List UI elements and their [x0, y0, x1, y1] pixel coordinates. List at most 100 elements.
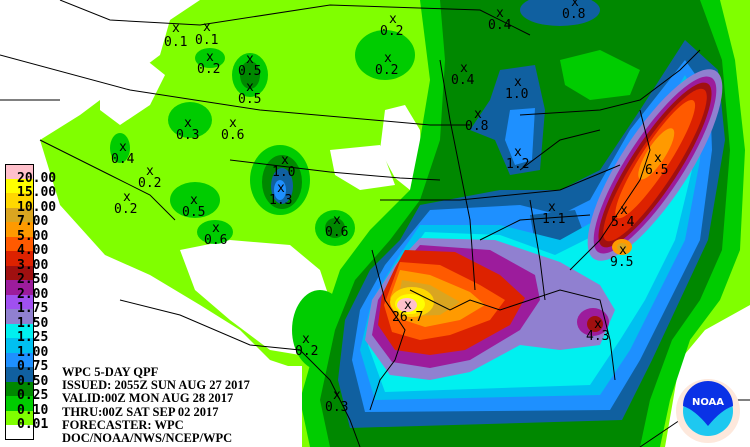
- point-max: x0.8: [465, 107, 488, 134]
- point-max: x0.5: [182, 193, 205, 220]
- svg-text:0.6: 0.6: [221, 128, 244, 143]
- svg-text:x: x: [333, 388, 341, 403]
- no-precip-area: [380, 105, 422, 190]
- legend-label: 7.00: [17, 214, 49, 229]
- legend-swatch: [5, 338, 34, 353]
- point-max: x0.5: [238, 80, 261, 107]
- point-max: x0.3: [325, 388, 348, 415]
- legend-label: 0.25: [17, 388, 49, 403]
- svg-text:x: x: [184, 116, 192, 131]
- legend-swatch: [5, 309, 34, 324]
- legend-swatch: [5, 265, 34, 281]
- legend-label: 1.25: [17, 330, 49, 345]
- point-max: x0.5: [238, 52, 261, 79]
- point-max: x0.2: [375, 51, 398, 78]
- product-info: WPC 5-DAY QPF ISSUED: 2055Z SUN AUG 27 2…: [62, 365, 302, 447]
- forecaster: FORECASTER: WPC: [62, 417, 184, 432]
- point-maxima: x0.1 x0.1 x0.2 x0.5 x0.5 x0.3 x0.6 x0.4 …: [111, 0, 668, 415]
- svg-text:1.0: 1.0: [505, 87, 528, 102]
- thru-time: THRU:00Z SAT SEP 02 2017: [62, 404, 219, 419]
- svg-text:0.6: 0.6: [204, 233, 227, 248]
- product-title: WPC 5-DAY QPF: [62, 365, 159, 379]
- valid-time: VALID:00Z MON AUG 28 2017: [62, 391, 234, 406]
- legend-label: 1.75: [17, 301, 49, 316]
- legend-swatch: [5, 207, 34, 223]
- svg-text:x: x: [514, 145, 522, 160]
- svg-text:x: x: [571, 0, 579, 10]
- svg-text:x: x: [496, 6, 504, 21]
- svg-text:x: x: [246, 80, 254, 95]
- legend-swatch: [5, 352, 34, 368]
- point-max: x0.1: [195, 20, 218, 48]
- point-max: x0.2: [380, 12, 403, 39]
- legend-swatch: [5, 178, 34, 194]
- svg-text:0.6: 0.6: [325, 225, 348, 240]
- legend-swatch: [5, 381, 34, 397]
- no-precip-area: [330, 145, 395, 190]
- legend-label: 4.00: [17, 243, 49, 258]
- legend-swatch: [5, 425, 34, 440]
- carolina-band: [587, 69, 723, 261]
- svg-text:1.2: 1.2: [506, 157, 529, 172]
- legend-swatch: [5, 323, 34, 339]
- legend-label: 1.50: [17, 315, 49, 331]
- svg-text:x: x: [302, 332, 310, 347]
- svg-text:x: x: [384, 51, 392, 66]
- legend-swatch: [5, 294, 34, 310]
- legend-label: 0.01: [17, 417, 49, 432]
- point-max: x0.2: [295, 332, 318, 359]
- svg-text:0.2: 0.2: [138, 176, 161, 191]
- precip-0.75-north: [505, 108, 535, 165]
- svg-text:x: x: [460, 61, 468, 76]
- point-max: x0.6: [204, 221, 227, 248]
- point-max: x0.2: [114, 190, 137, 217]
- legend-label: 1.00: [17, 344, 49, 360]
- svg-text:5.4: 5.4: [611, 215, 635, 230]
- point-max: x0.4: [488, 6, 512, 33]
- point-max: x26.7: [392, 298, 423, 325]
- svg-text:0.3: 0.3: [176, 128, 199, 143]
- legend-swatch: [5, 222, 34, 237]
- svg-text:4.3: 4.3: [586, 329, 609, 344]
- point-max: x0.3: [176, 116, 199, 143]
- svg-text:0.4: 0.4: [488, 18, 512, 33]
- noaa-logo-text: NOAA: [692, 397, 724, 408]
- legend-swatch: [5, 193, 34, 208]
- svg-text:0.3: 0.3: [325, 400, 348, 415]
- svg-text:x: x: [123, 190, 131, 205]
- legend-swatch: [5, 280, 34, 295]
- svg-text:0.1: 0.1: [164, 35, 187, 50]
- svg-text:0.5: 0.5: [238, 64, 261, 79]
- svg-text:0.4: 0.4: [111, 152, 135, 167]
- point-max: x1.3: [269, 181, 292, 208]
- svg-text:x: x: [119, 140, 127, 155]
- svg-text:0.8: 0.8: [465, 119, 488, 134]
- svg-text:26.7: 26.7: [392, 310, 423, 325]
- svg-text:x: x: [229, 116, 237, 131]
- svg-text:6.5: 6.5: [645, 163, 668, 178]
- svg-text:1.0: 1.0: [272, 165, 295, 180]
- svg-text:0.5: 0.5: [182, 205, 205, 220]
- legend-swatch: [5, 367, 34, 382]
- legend-label: 2.00: [17, 286, 49, 302]
- svg-text:x: x: [514, 75, 522, 90]
- gulf-storm: [365, 238, 615, 380]
- legend-swatch: [5, 164, 34, 179]
- svg-text:x: x: [246, 52, 254, 67]
- point-max: x6.5: [645, 151, 668, 178]
- agency-credit: DOC/NOAA/NWS/NCEP/WPC: [62, 430, 233, 445]
- sc-max: [617, 243, 627, 251]
- florida-storm: [577, 308, 609, 336]
- svg-text:1.1: 1.1: [542, 212, 565, 227]
- svg-text:x: x: [654, 151, 662, 166]
- point-max: x0.6: [221, 116, 244, 143]
- svg-text:x: x: [206, 50, 214, 65]
- noaa-logo: NOAA: [676, 379, 740, 443]
- svg-text:x: x: [389, 12, 397, 27]
- light-green-gap: [560, 50, 640, 100]
- point-max: x0.1: [164, 21, 187, 50]
- legend-label: 15.00: [17, 185, 57, 200]
- svg-text:x: x: [404, 298, 412, 313]
